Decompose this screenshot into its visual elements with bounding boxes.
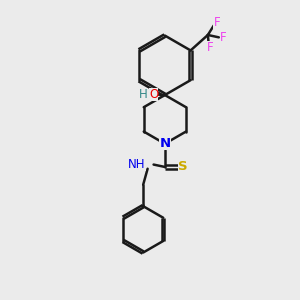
Text: F: F — [213, 16, 220, 29]
Text: H: H — [139, 88, 148, 101]
Text: F: F — [220, 31, 226, 44]
Text: NH: NH — [128, 158, 146, 171]
Text: N: N — [159, 137, 170, 150]
Text: S: S — [178, 160, 188, 173]
Text: F: F — [207, 41, 214, 54]
Text: O: O — [149, 88, 158, 101]
